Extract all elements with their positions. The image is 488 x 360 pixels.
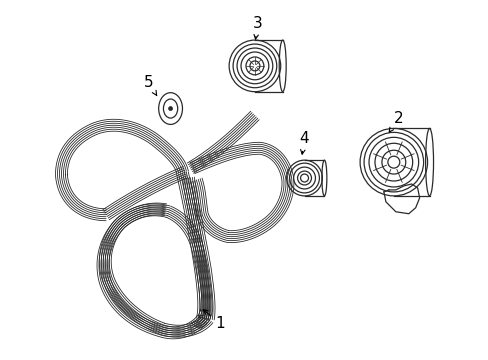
Text: 5: 5 [143,75,157,95]
Text: 1: 1 [203,310,224,332]
Circle shape [168,107,172,111]
Text: 4: 4 [299,131,309,154]
Text: 2: 2 [388,111,403,132]
Text: 3: 3 [252,16,262,39]
